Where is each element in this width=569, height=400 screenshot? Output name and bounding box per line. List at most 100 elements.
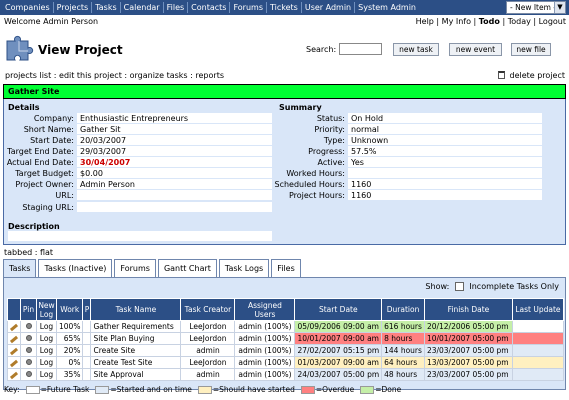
task-name-link[interactable]: Site Plan Buying (90, 332, 182, 345)
col-task-name[interactable]: Task Name (90, 298, 182, 321)
detail-value: 20/03/2007 (77, 135, 272, 145)
new-task-button[interactable]: new task (393, 43, 439, 56)
pin-icon (25, 371, 32, 377)
task-name-link[interactable]: Gather Requirements (90, 320, 182, 333)
nav-contacts[interactable]: Contacts (188, 2, 231, 13)
tab-gantt-chart[interactable]: Gantt Chart (157, 259, 217, 277)
new-event-button[interactable]: new event (449, 43, 502, 56)
col-pin[interactable]: Pin (20, 298, 37, 321)
help-link[interactable]: Help (415, 17, 434, 26)
col-duration[interactable]: Duration (381, 298, 425, 321)
new-item-select[interactable]: - New Item - ▼ (506, 1, 566, 14)
view-mode-toggle[interactable]: tabbed : flat (4, 248, 54, 257)
nav-calendar[interactable]: Calendar (121, 2, 164, 13)
pin-cell[interactable] (20, 344, 37, 357)
finish-date-cell: 23/03/2007 05:00 pm (423, 344, 513, 357)
pin-cell[interactable] (20, 320, 37, 333)
reports-link[interactable]: reports (195, 71, 224, 80)
summary-label: Priority: (314, 125, 345, 134)
last-update-cell (511, 344, 565, 357)
nav-tasks[interactable]: Tasks (92, 2, 121, 13)
detail-label: Target End Date: (7, 147, 74, 156)
edit-cell[interactable] (7, 356, 21, 369)
tab-task-logs[interactable]: Task Logs (218, 259, 270, 277)
logout-link[interactable]: Logout (538, 17, 566, 26)
todo-link[interactable]: Todo (478, 17, 500, 26)
detail-value (77, 202, 272, 212)
key-swatch-started (95, 385, 110, 394)
detail-label: Start Date: (30, 136, 74, 145)
col-assigned-users[interactable]: Assigned Users (234, 298, 296, 321)
pin-cell[interactable] (20, 356, 37, 369)
details-heading: Details (8, 103, 40, 112)
priority-cell (82, 320, 92, 333)
summary-row: Scheduled Hours: 1160 (274, 179, 542, 190)
sep: | (530, 17, 539, 26)
col-new-log[interactable]: New Log (36, 298, 57, 321)
key-overdue: =Overdue (315, 385, 355, 394)
projects-list-link[interactable]: projects list (5, 71, 52, 80)
nav-forums[interactable]: Forums (230, 2, 267, 13)
log-link[interactable]: Log (36, 320, 57, 333)
nav-system-admin[interactable]: System Admin (358, 3, 416, 12)
edit-cell[interactable] (7, 368, 21, 381)
summary-value (348, 168, 542, 178)
today-link[interactable]: Today (507, 17, 531, 26)
log-link[interactable]: Log (36, 368, 57, 381)
nav-tickets[interactable]: Tickets (267, 2, 302, 13)
nav-projects[interactable]: Projects (54, 2, 93, 13)
edit-cell[interactable] (7, 320, 21, 333)
log-link[interactable]: Log (36, 344, 57, 357)
col-last-update[interactable]: Last Update (511, 298, 565, 321)
tasks-panel: Show: Incomplete Tasks Only Pin New Log … (3, 277, 566, 390)
nav-companies[interactable]: Companies (2, 2, 54, 13)
task-name-link[interactable]: Create Site (90, 344, 182, 357)
finish-date-cell: 13/03/2007 05:00 pm (423, 356, 513, 369)
tab-tasks[interactable]: Tasks (3, 259, 37, 277)
sep: | (433, 17, 442, 26)
new-file-button[interactable]: new file (511, 43, 551, 56)
my-info-link[interactable]: My Info (441, 17, 471, 26)
organize-tasks-link[interactable]: organize tasks (129, 71, 188, 80)
col-work[interactable]: Work (55, 298, 84, 321)
col-task-creator[interactable]: Task Creator (180, 298, 236, 321)
nav-user-admin[interactable]: User Admin (302, 2, 356, 13)
log-link[interactable]: Log (36, 356, 57, 369)
finish-date-cell: 10/01/2007 05:00 pm (423, 332, 513, 345)
show-label: Show: (425, 282, 450, 291)
tab-tasks-inactive[interactable]: Tasks (Inactive) (38, 259, 113, 277)
start-date-cell: 10/01/2007 09:00 am (294, 332, 383, 345)
last-update-cell (511, 320, 565, 333)
incomplete-only-checkbox[interactable] (454, 282, 464, 291)
log-link[interactable]: Log (36, 332, 57, 345)
detail-label: Target Budget: (15, 169, 74, 178)
edit-cell[interactable] (7, 332, 21, 345)
search-input[interactable] (339, 43, 382, 55)
col-start-date[interactable]: Start Date (294, 298, 383, 321)
summary-row: Status: On Hold (317, 113, 542, 124)
col-priority[interactable]: P (82, 298, 92, 321)
search-label: Search: (306, 45, 337, 54)
detail-value: 29/03/2007 (77, 146, 272, 156)
key-should: =Should have started (212, 385, 295, 394)
pin-cell[interactable] (20, 368, 37, 381)
pin-icon (25, 359, 32, 365)
nav-files[interactable]: Files (164, 2, 189, 13)
tab-forums[interactable]: Forums (114, 259, 156, 277)
tab-files[interactable]: Files (271, 259, 301, 277)
edit-cell[interactable] (7, 344, 21, 357)
key-swatch-future (25, 385, 40, 394)
priority-cell (82, 368, 92, 381)
top-links: Help | My Info | Todo | Today | Logout (416, 17, 566, 26)
delete-project-link[interactable]: delete project (498, 71, 565, 80)
task-name-link[interactable]: Create Test Site (90, 356, 182, 369)
edit-project-link[interactable]: edit this project (59, 71, 122, 80)
detail-row: URL: (55, 190, 272, 201)
creator-cell: LeeJordon (180, 332, 236, 345)
col-finish-date[interactable]: Finish Date (423, 298, 513, 321)
task-name-link[interactable]: Site Approval (90, 368, 182, 381)
summary-value: normal (348, 124, 542, 134)
table-row: Log 0% Create Test Site LeeJordon admin … (7, 356, 565, 369)
table-row: Log 65% Site Plan Buying LeeJordon admin… (7, 332, 565, 345)
pin-cell[interactable] (20, 332, 37, 345)
